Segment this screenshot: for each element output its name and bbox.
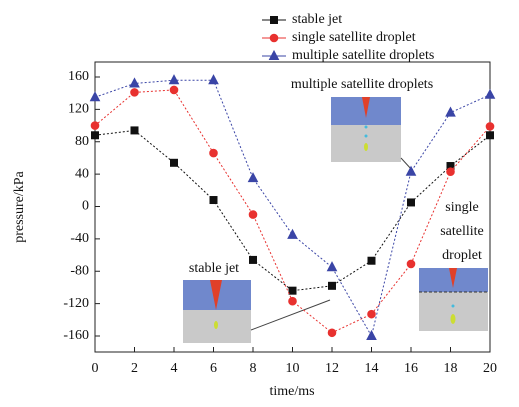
legend-marker: [270, 16, 278, 24]
point: [91, 131, 99, 140]
x-tick-label: 2: [131, 361, 138, 376]
x-tick-label: 18: [444, 361, 458, 376]
x-tick-label: 16: [404, 361, 418, 376]
y-axis-label: pressure/kPa: [12, 170, 27, 242]
y-tick-label: -40: [70, 231, 89, 246]
point: [485, 122, 495, 131]
y-tick-label: -160: [63, 328, 89, 343]
point: [328, 281, 336, 290]
point: [168, 74, 180, 85]
point: [486, 131, 494, 140]
point: [249, 255, 257, 264]
y-tick-label: 80: [75, 134, 89, 149]
x-tick-label: 4: [171, 361, 178, 376]
x-tick-label: 12: [325, 361, 339, 376]
legend-label: stable jet: [292, 12, 342, 27]
x-tick-label: 0: [92, 361, 99, 376]
annotation: satellite: [440, 224, 484, 239]
point: [169, 85, 179, 95]
point: [208, 74, 219, 85]
x-tick-label: 10: [286, 361, 300, 376]
y-tick-label: 0: [82, 199, 89, 214]
inset-single: [419, 268, 488, 331]
legend-label: multiple satellite droplets: [292, 48, 434, 63]
point: [367, 309, 376, 319]
y-tick-label: -80: [70, 263, 89, 278]
inset-multiple: [331, 97, 413, 171]
point: [130, 88, 139, 97]
point: [130, 126, 139, 135]
point: [366, 329, 377, 340]
y-tick-label: 120: [68, 102, 89, 117]
inset-stable-jet: [183, 280, 331, 343]
y-tick-label: 160: [68, 69, 89, 84]
series-line: [94, 79, 491, 338]
point: [209, 196, 218, 205]
point: [446, 167, 455, 176]
y-tick-label: -120: [63, 296, 89, 311]
annotation: multiple satellite droplets: [291, 77, 433, 92]
point: [287, 228, 298, 239]
point: [170, 158, 178, 167]
point: [326, 261, 338, 272]
point: [445, 106, 456, 117]
x-tick-label: 8: [250, 361, 257, 376]
point: [90, 121, 100, 130]
y-tick-label: 40: [75, 166, 89, 181]
point: [288, 296, 297, 306]
point: [288, 286, 297, 295]
point: [209, 148, 218, 158]
annotation: stable jet: [189, 261, 239, 276]
annotation: single: [445, 200, 478, 215]
point: [406, 259, 416, 269]
point: [405, 165, 417, 176]
point: [247, 172, 259, 183]
legend-marker: [268, 49, 280, 60]
point: [367, 256, 376, 265]
x-tick-label: 20: [483, 361, 497, 376]
series-line: [94, 129, 491, 292]
x-tick-label: 14: [365, 361, 379, 376]
point: [129, 77, 140, 88]
point: [484, 88, 496, 99]
annotation: droplet: [442, 248, 482, 263]
point: [248, 210, 258, 219]
x-axis-label: time/ms: [269, 384, 314, 399]
point: [327, 328, 337, 338]
x-tick-label: 6: [210, 361, 217, 376]
point: [407, 198, 415, 207]
legend-marker: [269, 33, 279, 43]
legend-label: single satellite droplet: [292, 30, 416, 45]
point: [89, 91, 101, 102]
